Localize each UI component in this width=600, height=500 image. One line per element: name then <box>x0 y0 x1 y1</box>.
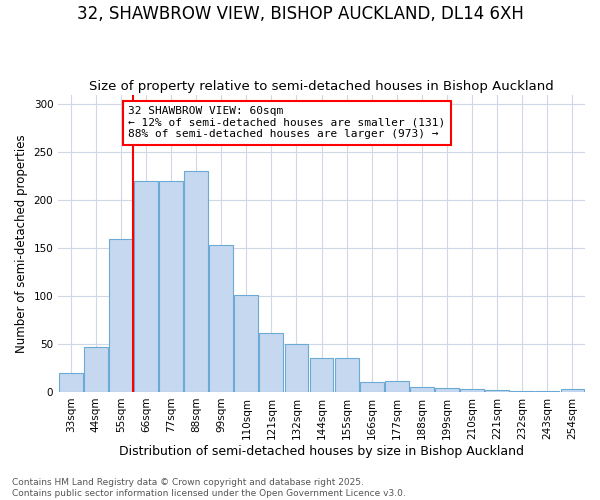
Bar <box>485 390 509 392</box>
Bar <box>560 389 584 392</box>
Bar <box>460 389 484 392</box>
Bar <box>360 382 383 392</box>
Bar <box>259 332 283 392</box>
Y-axis label: Number of semi-detached properties: Number of semi-detached properties <box>15 134 28 352</box>
Bar <box>59 373 83 392</box>
Text: Contains HM Land Registry data © Crown copyright and database right 2025.
Contai: Contains HM Land Registry data © Crown c… <box>12 478 406 498</box>
Bar <box>184 172 208 392</box>
Bar <box>209 245 233 392</box>
Bar <box>109 238 133 392</box>
Bar <box>235 295 258 392</box>
Bar <box>134 181 158 392</box>
Bar <box>310 358 334 392</box>
Text: 32 SHAWBROW VIEW: 60sqm
← 12% of semi-detached houses are smaller (131)
88% of s: 32 SHAWBROW VIEW: 60sqm ← 12% of semi-de… <box>128 106 446 140</box>
Bar <box>385 382 409 392</box>
Text: 32, SHAWBROW VIEW, BISHOP AUCKLAND, DL14 6XH: 32, SHAWBROW VIEW, BISHOP AUCKLAND, DL14… <box>77 5 523 23</box>
Title: Size of property relative to semi-detached houses in Bishop Auckland: Size of property relative to semi-detach… <box>89 80 554 94</box>
Bar <box>84 347 108 392</box>
Bar <box>435 388 459 392</box>
Bar <box>535 391 559 392</box>
Bar <box>335 358 359 392</box>
X-axis label: Distribution of semi-detached houses by size in Bishop Auckland: Distribution of semi-detached houses by … <box>119 444 524 458</box>
Bar <box>511 391 534 392</box>
Bar <box>410 387 434 392</box>
Bar <box>159 181 183 392</box>
Bar <box>284 344 308 392</box>
